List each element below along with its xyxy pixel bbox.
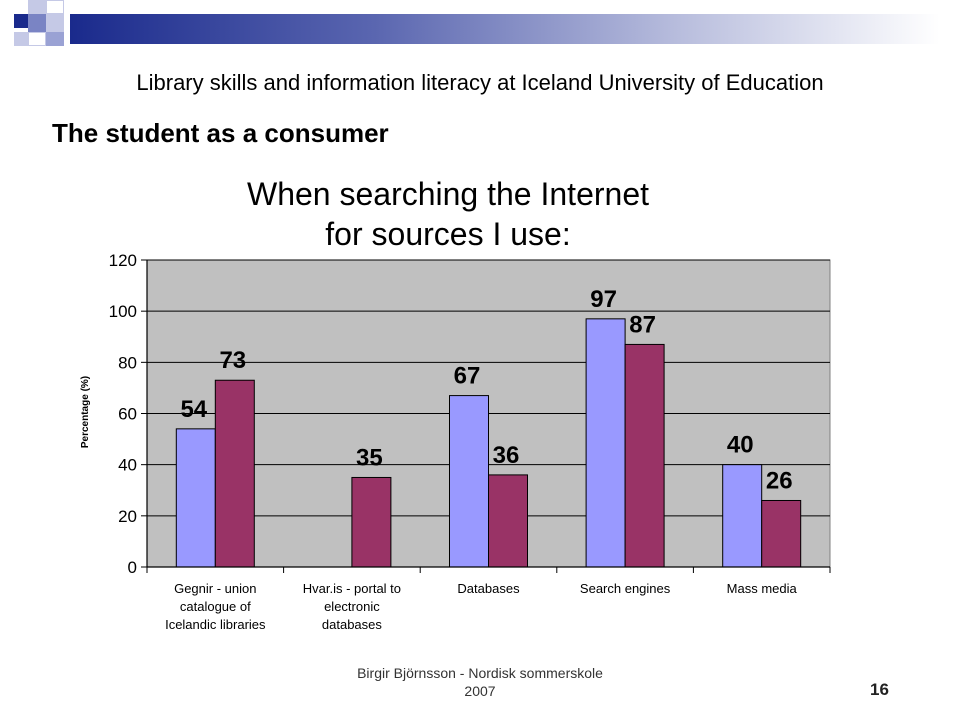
data-label: 73	[219, 347, 246, 374]
decor-square	[46, 14, 64, 32]
data-label: 26	[766, 467, 793, 494]
decor-square	[46, 0, 64, 14]
data-label: 35	[356, 444, 383, 471]
y-tick-label: 80	[118, 353, 137, 372]
x-category-label: Databases	[457, 581, 520, 596]
page-number: 16	[870, 680, 889, 699]
footer-year: 2007	[464, 683, 496, 699]
y-tick-label: 20	[118, 507, 137, 526]
y-tick-label: 40	[118, 456, 137, 475]
bar	[175, 428, 216, 568]
chart-title-line: for sources I use:	[325, 216, 570, 252]
header-gradient-bar	[70, 14, 940, 44]
decor-square	[14, 14, 28, 28]
x-category-label: Icelandic libraries	[165, 617, 266, 632]
decor-square	[28, 32, 46, 46]
bar	[585, 318, 626, 568]
data-label: 97	[590, 286, 617, 313]
x-category-label: catalogue of	[180, 599, 251, 614]
bar	[722, 464, 763, 568]
bar	[624, 343, 665, 568]
bar	[449, 395, 489, 568]
gridlines	[147, 259, 830, 517]
y-tick-label: 100	[109, 302, 137, 321]
decor-square	[28, 14, 46, 32]
x-category-labels: Gegnir - union catalogue of Icelandic libr…	[165, 581, 797, 632]
x-category-label: databases	[322, 617, 382, 632]
x-category-label: Search engines	[580, 581, 671, 596]
decor-square	[28, 0, 46, 14]
y-tick-label: 0	[128, 558, 137, 577]
data-label: 40	[727, 432, 754, 459]
y-axis-label: Percentage (%)	[80, 376, 91, 448]
footer-text: Birgir Björnsson - Nordisk sommerskole 2…	[330, 664, 630, 700]
x-category-label: Hvar.is - portal to	[303, 581, 401, 596]
y-tick-label: 120	[109, 251, 137, 270]
bars	[175, 318, 802, 568]
data-label: 36	[493, 442, 520, 469]
x-category-label: Mass media	[727, 581, 798, 596]
footer-author: Birgir Björnsson - Nordisk sommerskole	[357, 665, 603, 681]
x-category-label: electronic	[324, 599, 380, 614]
slide-subtitle: Library skills and information literacy …	[136, 70, 824, 95]
x-category-label: Gegnir - union	[174, 581, 256, 596]
decor-square	[14, 32, 28, 46]
y-tick-labels: 0 20 40 60 80 100 120	[109, 251, 137, 577]
slide-title: The student as a consumer	[52, 118, 389, 148]
bar	[761, 499, 802, 568]
decor-square	[46, 32, 64, 46]
axes	[141, 259, 831, 573]
chart-title: When searching the Internet for sources I…	[247, 176, 649, 252]
data-label: 87	[629, 311, 656, 338]
bar	[214, 379, 255, 568]
bar	[488, 474, 528, 568]
y-tick-label: 60	[118, 405, 137, 424]
data-labels: 54 73 35 67 36 97 87 40 26	[180, 286, 792, 495]
bar	[351, 476, 392, 568]
chart-title-line: When searching the Internet	[247, 176, 649, 212]
data-label: 67	[454, 363, 481, 390]
bar-chart: When searching the Internet for sources I…	[80, 176, 831, 632]
data-label: 54	[180, 396, 207, 423]
